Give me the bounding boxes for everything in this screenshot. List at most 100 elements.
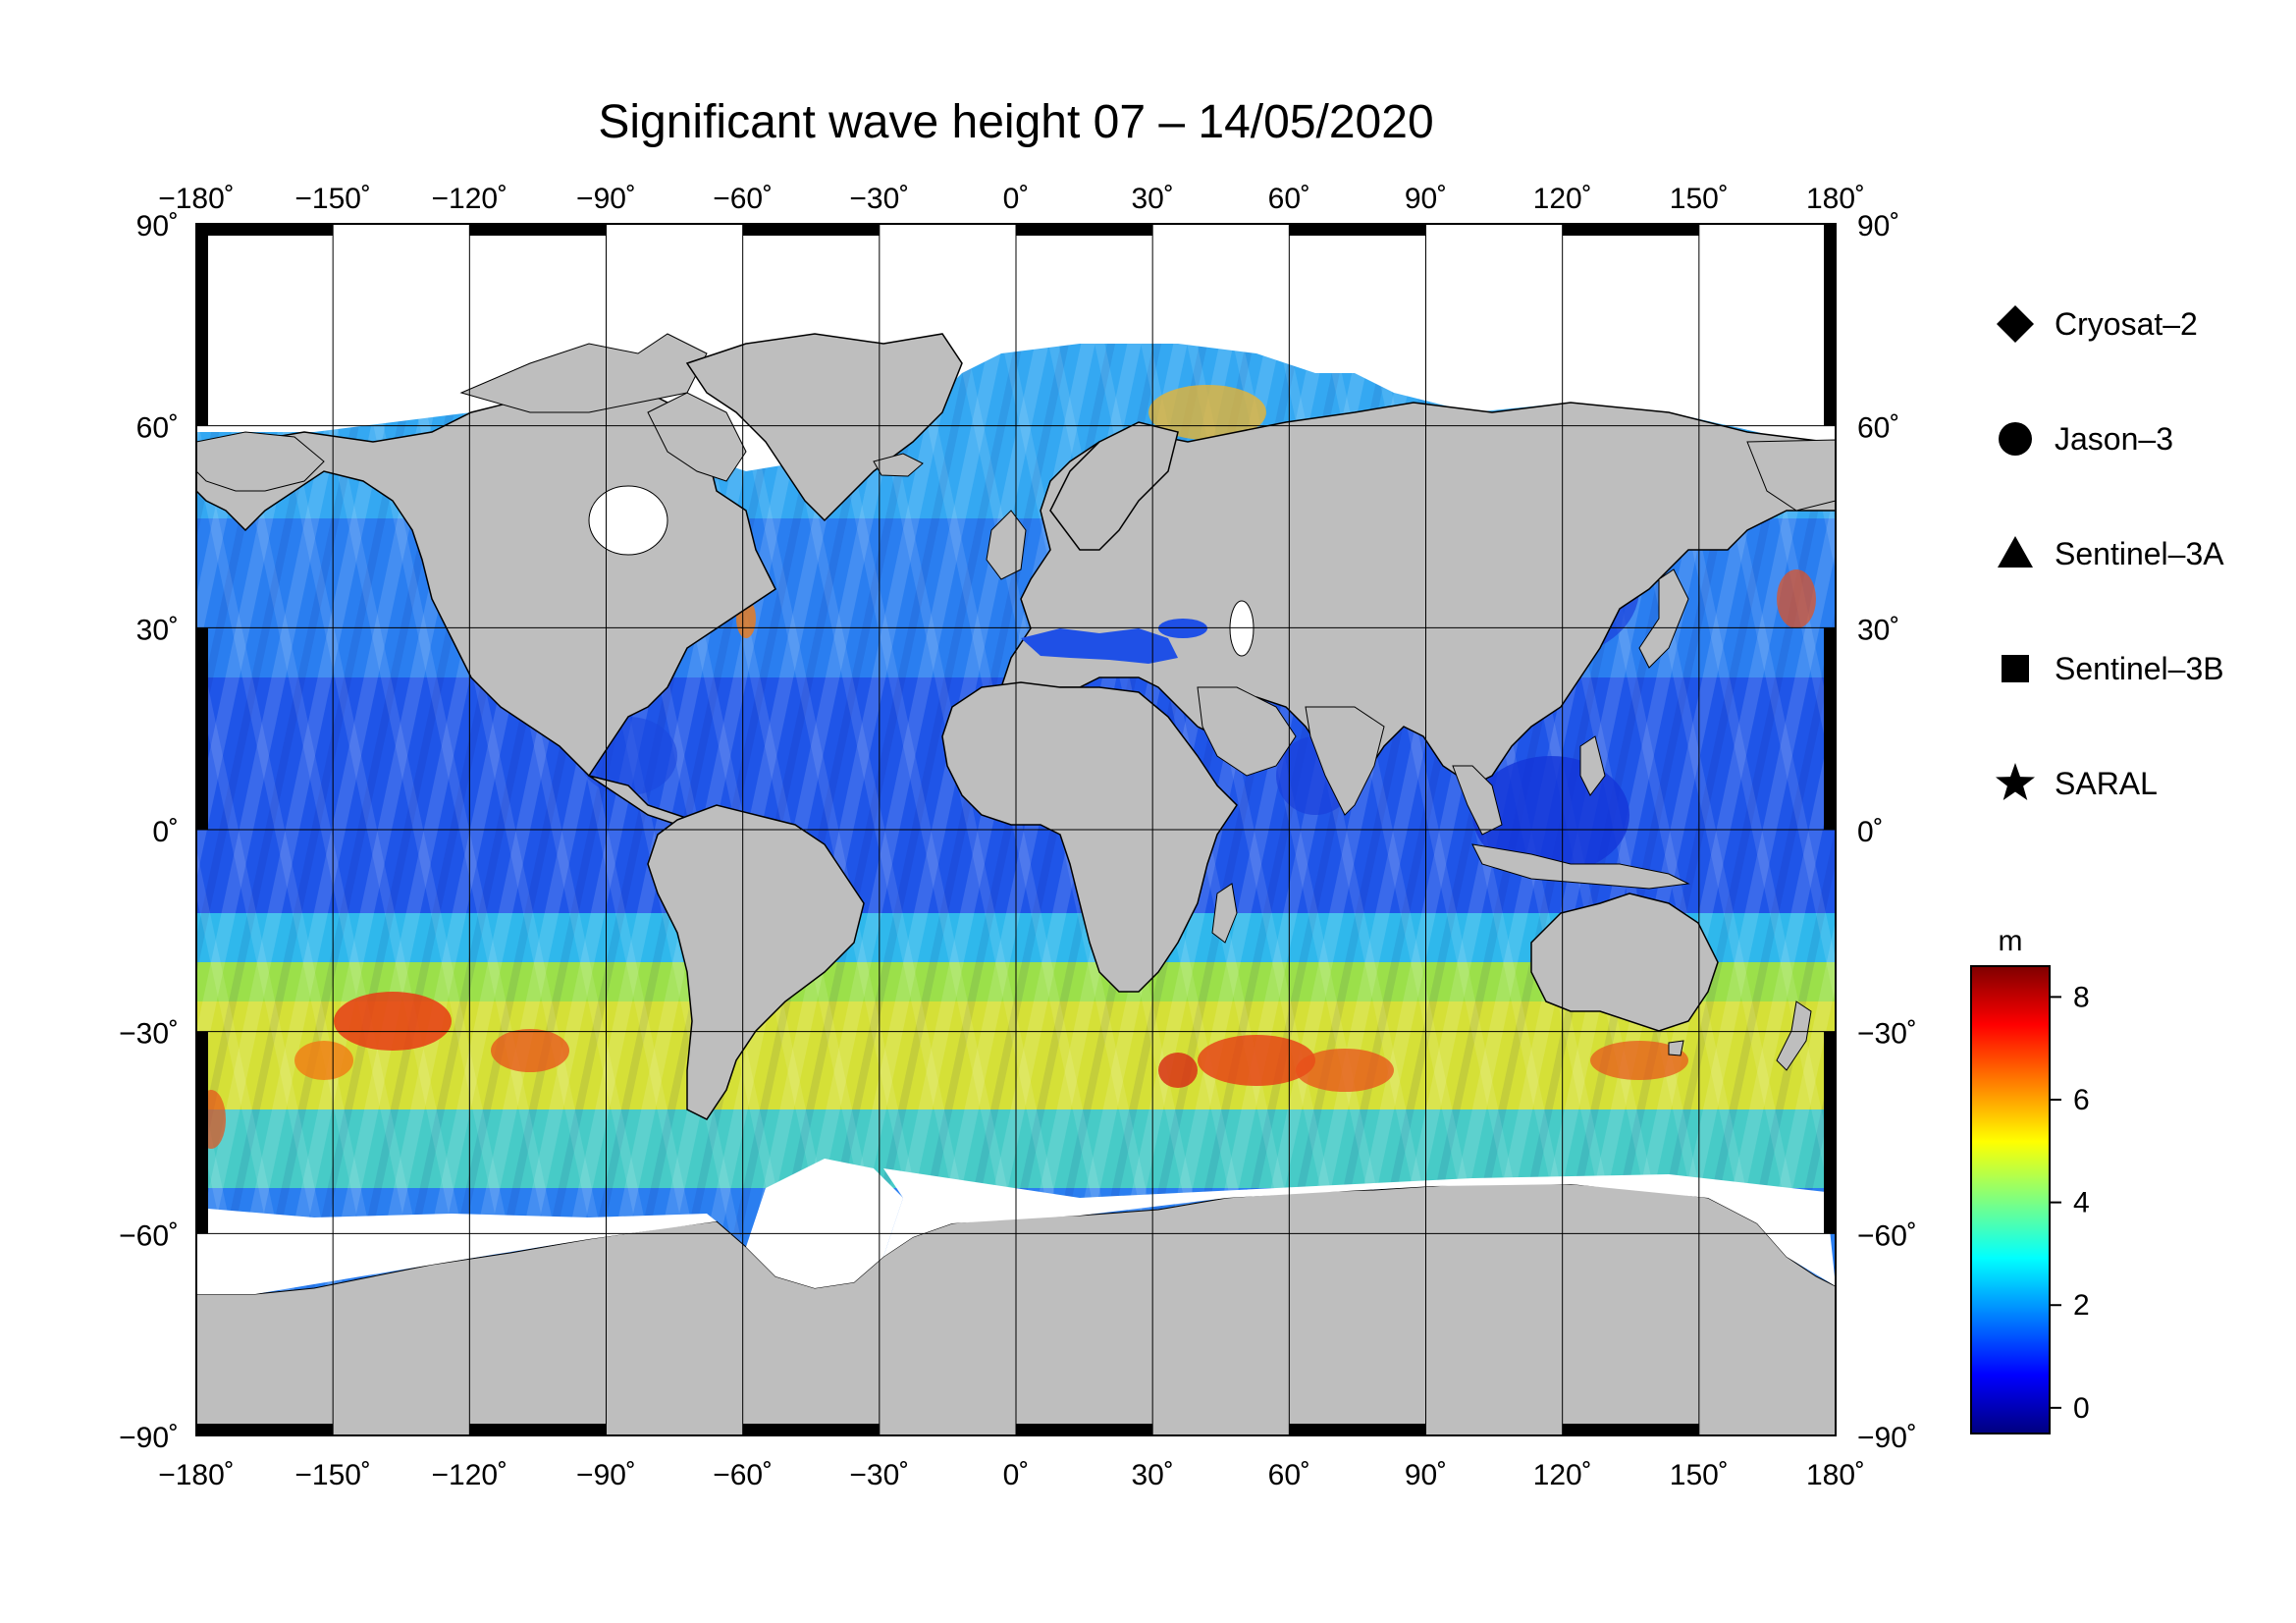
map-frame-bars bbox=[196, 224, 1836, 1435]
caspian-sea bbox=[1229, 600, 1255, 657]
legend-entry: Sentinel–3A bbox=[1998, 536, 2224, 571]
colorbar-tick-label: 4 bbox=[2073, 1187, 2090, 1219]
frame-bar-left bbox=[196, 1031, 208, 1234]
longitude-tick-label: −150˚ bbox=[294, 1459, 371, 1491]
latitude-tick-label: 90˚ bbox=[1857, 210, 1899, 243]
frame-bar-bottom bbox=[196, 1424, 334, 1435]
arctic-islands bbox=[459, 333, 708, 413]
longitude-tick-label: −90˚ bbox=[576, 1459, 636, 1491]
satellite-legend: Cryosat–2 Jason–3 Sentinel–3A Sentinel–3B SA… bbox=[1996, 305, 2224, 801]
legend-entry: Cryosat–2 bbox=[1997, 305, 2198, 343]
star-icon bbox=[1996, 763, 2035, 800]
indonesia-land bbox=[1471, 843, 1690, 890]
longitude-tick-label: 60˚ bbox=[1268, 183, 1310, 215]
latitude-tick-label: −90˚ bbox=[1857, 1422, 1917, 1454]
latitude-tick-label: 90˚ bbox=[136, 210, 179, 243]
frame-bar-right bbox=[1824, 627, 1836, 830]
frame-bar-left bbox=[196, 224, 208, 426]
latitude-tick-label: −90˚ bbox=[119, 1422, 179, 1454]
longitude-tick-label: 150˚ bbox=[1670, 1459, 1729, 1491]
colorbar-tick-label: 0 bbox=[2073, 1392, 2090, 1425]
frame-bar-bottom bbox=[1289, 1424, 1426, 1435]
longitude-tick-label: 60˚ bbox=[1268, 1459, 1310, 1491]
latitude-tick-label: −30˚ bbox=[1857, 1018, 1917, 1051]
frame-bar-left bbox=[196, 627, 208, 830]
latitude-tick-label: 60˚ bbox=[136, 412, 179, 445]
colorbar-ramp bbox=[1970, 965, 2051, 1434]
india-land bbox=[1305, 706, 1385, 816]
legend-label: Jason–3 bbox=[2055, 421, 2173, 457]
frame-bar-right bbox=[1824, 224, 1836, 426]
frame-bar-right bbox=[1824, 1031, 1836, 1234]
latitude-tick-label: 30˚ bbox=[1857, 614, 1899, 646]
frame-bar-top bbox=[1562, 224, 1699, 236]
arabia-land bbox=[1197, 686, 1297, 777]
longitude-tick-label: −120˚ bbox=[432, 183, 508, 215]
longitude-tick-label: 0˚ bbox=[1003, 183, 1030, 215]
latitude-tick-label: −30˚ bbox=[119, 1018, 179, 1051]
japan-land bbox=[1638, 568, 1689, 669]
colorbar-tick-label: 8 bbox=[2073, 981, 2090, 1013]
circle-icon bbox=[1999, 422, 2032, 456]
longitude-ticks-bottom: −180˚ −150˚ −120˚ −90˚ −60˚ −30˚ 0˚ 30˚ 60˚ 90˚ 12… bbox=[158, 1459, 1865, 1491]
longitude-tick-label: −180˚ bbox=[158, 1459, 235, 1491]
longitude-tick-label: −60˚ bbox=[713, 1459, 773, 1491]
colorbar-tick-label: 6 bbox=[2073, 1084, 2090, 1116]
longitude-tick-label: 150˚ bbox=[1670, 183, 1729, 215]
longitude-tick-label: −30˚ bbox=[849, 183, 909, 215]
diamond-icon bbox=[1997, 305, 2034, 343]
alaska-land bbox=[196, 431, 325, 492]
longitude-tick-label: −60˚ bbox=[713, 183, 773, 215]
longitude-tick-label: 90˚ bbox=[1405, 1459, 1447, 1491]
greenland-land bbox=[685, 333, 963, 522]
legend-label: Sentinel–3A bbox=[2055, 536, 2224, 571]
longitude-tick-label: 180˚ bbox=[1806, 1459, 1865, 1491]
square-icon bbox=[2002, 655, 2029, 682]
legend-label: Sentinel–3B bbox=[2055, 651, 2224, 686]
triangle-icon bbox=[1998, 536, 2033, 568]
longitude-tick-label: 90˚ bbox=[1405, 183, 1447, 215]
australia-land bbox=[1530, 893, 1719, 1032]
frame-bar-top bbox=[1289, 224, 1426, 236]
latitude-ticks-left: 90˚ 60˚ 30˚ 0˚ −30˚ −60˚ −90˚ bbox=[119, 210, 179, 1454]
baffin-island bbox=[647, 392, 747, 482]
frame-bar-bottom bbox=[1562, 1424, 1699, 1435]
frame-bar-top bbox=[196, 224, 334, 236]
latitude-tick-label: 30˚ bbox=[136, 614, 179, 646]
colorbar-tick-label: 2 bbox=[2073, 1289, 2090, 1322]
tasmania-land bbox=[1668, 1040, 1684, 1056]
legend-entry: Jason–3 bbox=[1999, 421, 2173, 457]
frame-bar-bottom bbox=[742, 1424, 880, 1435]
south-america-land bbox=[647, 804, 865, 1120]
longitude-tick-label: −30˚ bbox=[849, 1459, 909, 1491]
legend-label: Cryosat–2 bbox=[2055, 306, 2198, 342]
legend-entry: Sentinel–3B bbox=[2002, 651, 2224, 686]
hudson-bay bbox=[588, 485, 668, 556]
ice-shelf-ross bbox=[196, 1208, 717, 1294]
longitude-tick-label: 120˚ bbox=[1533, 1459, 1592, 1491]
longitude-tick-label: 120˚ bbox=[1533, 183, 1592, 215]
black-sea bbox=[1158, 619, 1207, 638]
frame-bar-bottom bbox=[469, 1424, 607, 1435]
frame-bar-top bbox=[1016, 224, 1153, 236]
longitude-tick-label: −120˚ bbox=[432, 1459, 508, 1491]
colorbar-ticks: 0 2 4 6 8 bbox=[2050, 981, 2090, 1425]
new-zealand-land bbox=[1776, 1001, 1812, 1071]
scandinavia-land bbox=[1049, 421, 1179, 551]
philippines-land bbox=[1579, 735, 1606, 796]
graticule bbox=[196, 224, 1836, 1435]
colorbar: m 0 2 4 6 8 bbox=[1970, 925, 2090, 1434]
colorbar-unit: m bbox=[1999, 925, 2023, 957]
longitude-tick-label: −150˚ bbox=[294, 183, 371, 215]
frame-bar-top bbox=[469, 224, 607, 236]
longitude-ticks-top: −180˚ −150˚ −120˚ −90˚ −60˚ −30˚ 0˚ 30˚ 60˚ 90˚ 12… bbox=[158, 183, 1865, 215]
longitude-tick-label: −90˚ bbox=[576, 183, 636, 215]
iceland-land bbox=[873, 453, 924, 477]
latitude-tick-label: −60˚ bbox=[1857, 1219, 1917, 1252]
latitude-tick-label: 60˚ bbox=[1857, 412, 1899, 445]
map-title: Significant wave height 07 – 14/05/2020 bbox=[598, 96, 1433, 148]
southeast-asia-land bbox=[1452, 765, 1503, 836]
madagascar-land bbox=[1211, 883, 1238, 944]
latitude-tick-label: −60˚ bbox=[119, 1219, 179, 1252]
